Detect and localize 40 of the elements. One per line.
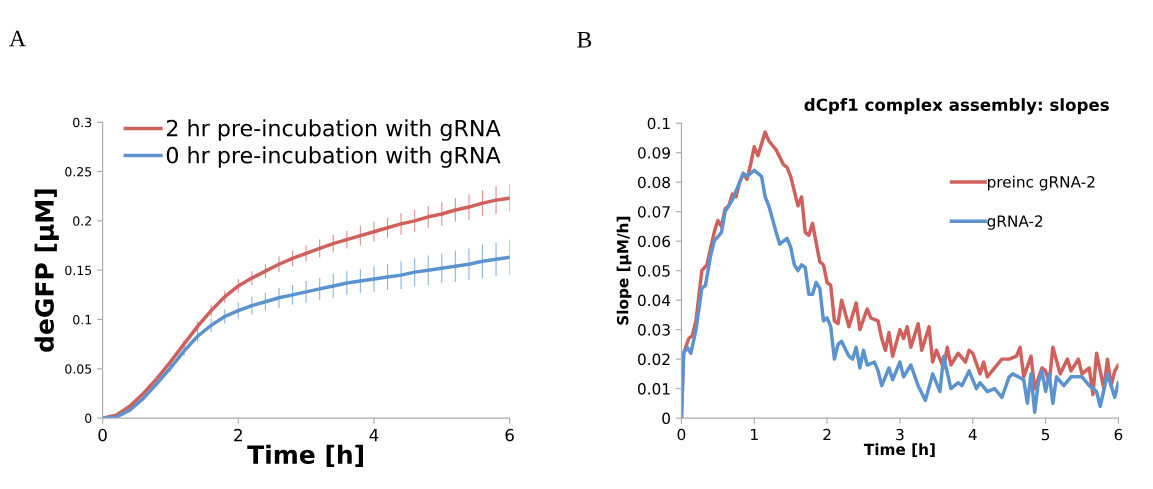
legend-label: gRNA-2 (987, 215, 1043, 230)
x-tick-label: 6 (505, 428, 514, 442)
y-tick-label: 0.3 (73, 117, 92, 128)
x-tick-label: 6 (1114, 428, 1123, 441)
y-tick-label: 0.06 (638, 235, 671, 248)
y-tick-label: 0.15 (65, 265, 92, 276)
x-tick-label: 3 (896, 428, 904, 441)
y-tick-label: 0.04 (638, 294, 671, 307)
y-tick-label: 0.05 (65, 364, 92, 374)
legend-label: 0 hr pre-incubation with gRNA (166, 146, 501, 168)
chart-title: B (577, 31, 592, 48)
legend-label: preinc gRNA-2 (988, 175, 1095, 191)
x-tick-label: 5 (1041, 428, 1050, 441)
x-tick-label: 0 (98, 428, 107, 442)
y-tick-label: 0.09 (638, 147, 670, 159)
y-tick-label: 0.01 (638, 383, 670, 395)
y-tick-label: 0.03 (638, 324, 670, 336)
y-axis-title: deGFP [µM] (34, 189, 59, 352)
x-tick-label: 2 (234, 428, 242, 442)
y-tick-label: 0.08 (638, 176, 670, 189)
x-tick-label: 0 (677, 428, 686, 441)
chart-title: A (9, 30, 26, 47)
y-tick-label: 0.07 (638, 206, 670, 218)
y-tick-label: 0.25 (65, 167, 92, 177)
y-tick-label: 0 (85, 413, 92, 424)
y-tick-label: 0.1 (647, 117, 670, 130)
x-tick-label: 1 (751, 428, 758, 441)
y-tick-label: 0.02 (638, 353, 670, 366)
chart-subtitle: dCpf1 complex assembly: slopes (804, 98, 1109, 115)
x-axis-title: Time [h] (247, 444, 363, 467)
x-tick-label: 4 (968, 428, 977, 441)
x-tick-label: 2 (823, 428, 831, 441)
y-tick-label: 0.05 (638, 265, 670, 277)
y-tick-label: 0.1 (73, 314, 92, 325)
y-tick-label: 0 (662, 412, 670, 425)
x-tick-label: 4 (369, 429, 379, 442)
legend-label: 2 hr pre-incubation with gRNA (166, 119, 501, 141)
y-axis-title: Slope [µM/h] (616, 216, 632, 325)
x-axis-title: Time [h] (863, 443, 935, 457)
y-tick-label: 0.2 (73, 216, 91, 226)
